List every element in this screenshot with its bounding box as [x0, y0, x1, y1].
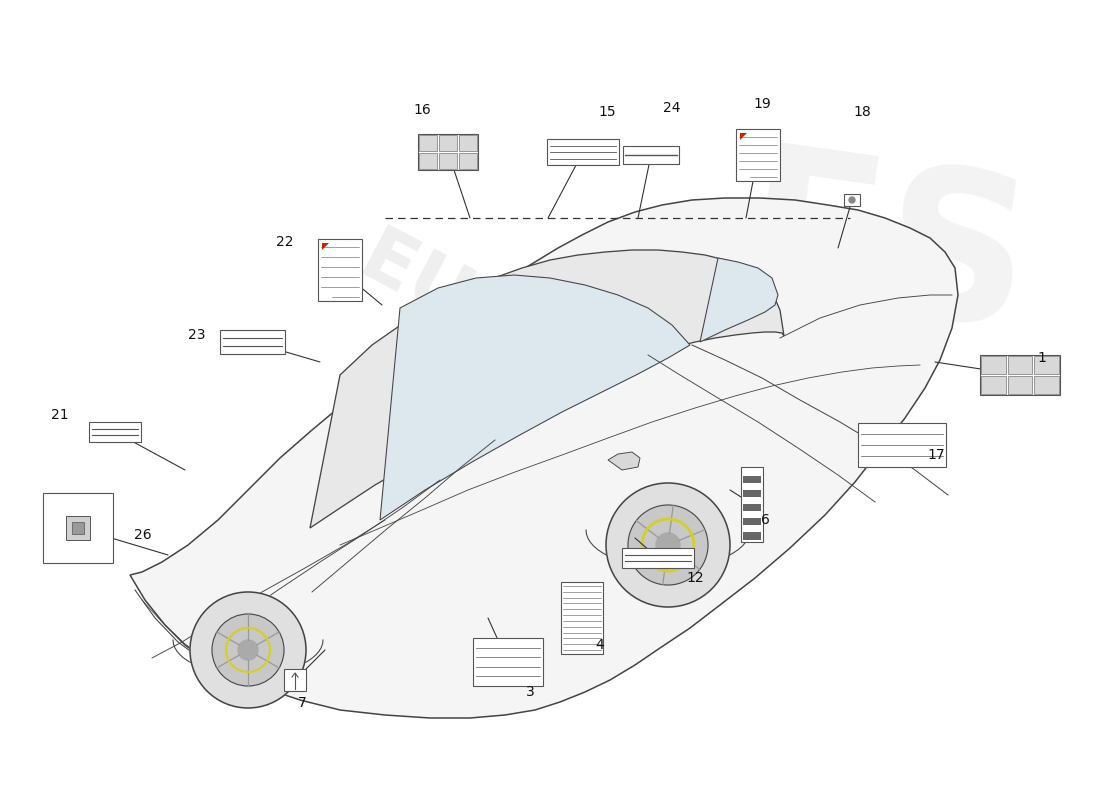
Bar [621, 548, 694, 568]
Text: 12: 12 [686, 571, 704, 585]
Polygon shape [379, 275, 690, 520]
Bar [43, 493, 113, 563]
Bar [459, 135, 477, 151]
Bar [419, 153, 437, 169]
Circle shape [849, 197, 855, 203]
Text: 3: 3 [526, 685, 535, 699]
Text: 6: 6 [760, 513, 769, 527]
Text: 18: 18 [854, 105, 871, 119]
Bar [547, 139, 619, 165]
Bar [741, 466, 763, 542]
Polygon shape [310, 250, 784, 528]
Bar [66, 516, 90, 540]
Bar [418, 134, 478, 170]
Bar [473, 638, 543, 686]
Circle shape [606, 483, 730, 607]
Polygon shape [608, 452, 640, 470]
Polygon shape [700, 258, 778, 342]
Bar [561, 582, 603, 654]
Bar [858, 423, 946, 467]
Bar [844, 194, 860, 206]
Bar [1034, 376, 1059, 394]
Text: 16: 16 [414, 103, 431, 117]
Bar [220, 330, 285, 354]
Bar [742, 490, 761, 497]
Bar [1034, 356, 1059, 374]
Circle shape [190, 592, 306, 708]
Circle shape [212, 614, 284, 686]
Bar [742, 518, 761, 526]
Polygon shape [130, 198, 958, 718]
Text: 7: 7 [298, 696, 307, 710]
Bar [284, 669, 306, 691]
Bar [419, 135, 437, 151]
Bar [1008, 376, 1032, 394]
Bar [736, 129, 780, 181]
Text: EUROSPARE: EUROSPARE [346, 222, 834, 528]
Circle shape [56, 506, 100, 550]
Polygon shape [322, 243, 329, 250]
Bar [742, 504, 761, 511]
Bar [981, 376, 1005, 394]
Text: 22: 22 [276, 235, 294, 249]
Text: ES: ES [728, 136, 1042, 374]
Bar [981, 356, 1005, 374]
Text: 19: 19 [754, 97, 771, 111]
Circle shape [656, 533, 680, 557]
Bar [318, 239, 362, 301]
Text: a passion for parts since 1985: a passion for parts since 1985 [405, 335, 732, 525]
Text: 26: 26 [134, 528, 152, 542]
Bar [980, 355, 1060, 395]
Text: 17: 17 [927, 448, 945, 462]
Bar [742, 475, 761, 482]
Bar [459, 153, 477, 169]
Bar [72, 522, 84, 534]
Circle shape [238, 640, 258, 660]
Bar [742, 533, 761, 539]
Bar [1008, 356, 1032, 374]
Text: 23: 23 [188, 328, 206, 342]
Bar [89, 422, 141, 442]
Polygon shape [740, 133, 747, 140]
Text: 1: 1 [1037, 351, 1046, 365]
Text: 4: 4 [595, 638, 604, 652]
Text: 21: 21 [52, 408, 69, 422]
Text: 24: 24 [663, 101, 681, 115]
Text: 15: 15 [598, 105, 616, 119]
Bar [439, 135, 456, 151]
Bar [623, 146, 679, 164]
Bar [439, 153, 456, 169]
Circle shape [628, 505, 708, 585]
